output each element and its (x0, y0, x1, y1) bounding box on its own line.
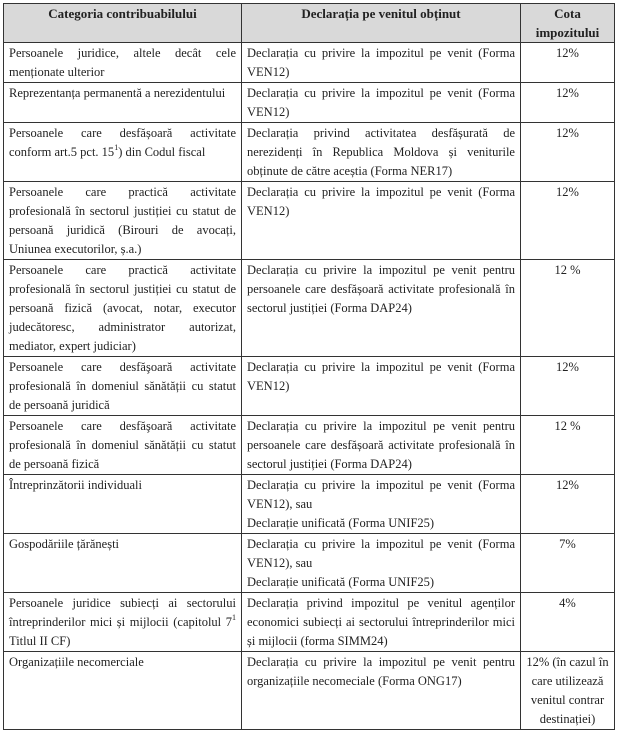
table-row: Gospodăriile țărănești Declarația cu pri… (3, 533, 615, 593)
table-row: Reprezentanța permanentă a nerezidentulu… (3, 82, 615, 123)
category-text: ) din Codul fiscal (118, 145, 206, 159)
table-row: Persoanele care desfăşoară activitate pr… (3, 356, 615, 416)
rate-cell: 12 % (520, 259, 615, 357)
category-text: Persoanele care desfășoară activitate co… (9, 126, 236, 159)
declaration-cell: Declarația privind activitatea desfășura… (241, 122, 521, 182)
category-cell: Persoanele juridice subiecți ai sectorul… (3, 592, 242, 652)
table-row: Organizațiile necomerciale Declarația cu… (3, 651, 615, 730)
header-declaration: Declarația pe venitul obținut (241, 3, 521, 43)
table-row: Persoanele care practică activitate prof… (3, 259, 615, 357)
category-cell: Persoanele juridice, altele decât cele m… (3, 42, 242, 83)
declaration-cell: Declarația cu privire la impozitul pe ve… (241, 42, 521, 83)
declaration-text: Declarația cu privire la impozitul pe ve… (247, 537, 515, 570)
table-row: Persoanele juridice subiecți ai sectorul… (3, 592, 615, 652)
category-cell: Gospodăriile țărănești (3, 533, 242, 593)
rate-cell: 12% (520, 42, 615, 83)
rate-cell: 12% (520, 122, 615, 182)
table-row: Persoanele care desfășoară activitate co… (3, 122, 615, 182)
declaration-alt-text: Declarație unificată (Forma UNIF25) (247, 516, 435, 530)
declaration-text: Declarația cu privire la impozitul pe ve… (247, 478, 515, 511)
category-cell: Persoanele care practică activitate prof… (3, 259, 242, 357)
rate-cell: 12% (520, 82, 615, 123)
category-cell: Întreprinzătorii individuali (3, 474, 242, 534)
rate-cell: 12 % (520, 415, 615, 475)
table-row: Persoanele care practică activitate prof… (3, 181, 615, 260)
rate-cell: 7% (520, 533, 615, 593)
table-row: Întreprinzătorii individuali Declarația … (3, 474, 615, 534)
superscript: 1 (232, 613, 236, 622)
rate-cell: 4% (520, 592, 615, 652)
declaration-cell: Declarația privind impozitul pe venitul … (241, 592, 521, 652)
category-cell: Persoanele care desfășoară activitate co… (3, 122, 242, 182)
table-row: Persoanele care desfăşoară activitate pr… (3, 415, 615, 475)
header-rate: Cota impozitului (520, 3, 615, 43)
category-cell: Persoanele care practică activitate prof… (3, 181, 242, 260)
header-row: Categoria contribuabilului Declarația pe… (3, 3, 615, 43)
header-category: Categoria contribuabilului (3, 3, 242, 43)
rate-cell: 12% (în cazul în care utilizează venitul… (520, 651, 615, 730)
table-row: Persoanele juridice, altele decât cele m… (3, 42, 615, 83)
category-cell: Organizațiile necomerciale (3, 651, 242, 730)
declaration-cell: Declarația cu privire la impozitul pe ve… (241, 181, 521, 260)
category-cell: Reprezentanța permanentă a nerezidentulu… (3, 82, 242, 123)
declaration-cell: Declarația cu privire la impozitul pe ve… (241, 356, 521, 416)
rate-cell: 12% (520, 356, 615, 416)
superscript: 1 (114, 143, 119, 152)
category-cell: Persoanele care desfăşoară activitate pr… (3, 356, 242, 416)
declaration-cell: Declarația cu privire la impozitul pe ve… (241, 533, 521, 593)
category-text: Persoanele juridice subiecți ai sectorul… (9, 596, 236, 629)
category-cell: Persoanele care desfăşoară activitate pr… (3, 415, 242, 475)
declaration-cell: Declarația cu privire la impozitul pe ve… (241, 474, 521, 534)
declaration-cell: Declarația cu privire la impozitul pe ve… (241, 651, 521, 730)
declaration-alt-text: Declarație unificată (Forma UNIF25) (247, 575, 435, 589)
declaration-cell: Declarația cu privire la impozitul pe ve… (241, 82, 521, 123)
rate-cell: 12% (520, 474, 615, 534)
declaration-cell: Declarația cu privire la impozitul pe ve… (241, 259, 521, 357)
rate-cell: 12% (520, 181, 615, 260)
declaration-cell: Declarația cu privire la impozitul pe ve… (241, 415, 521, 475)
tax-declarations-table: Categoria contribuabilului Declarația pe… (3, 3, 615, 730)
category-text: Titlul II CF) (9, 634, 71, 648)
